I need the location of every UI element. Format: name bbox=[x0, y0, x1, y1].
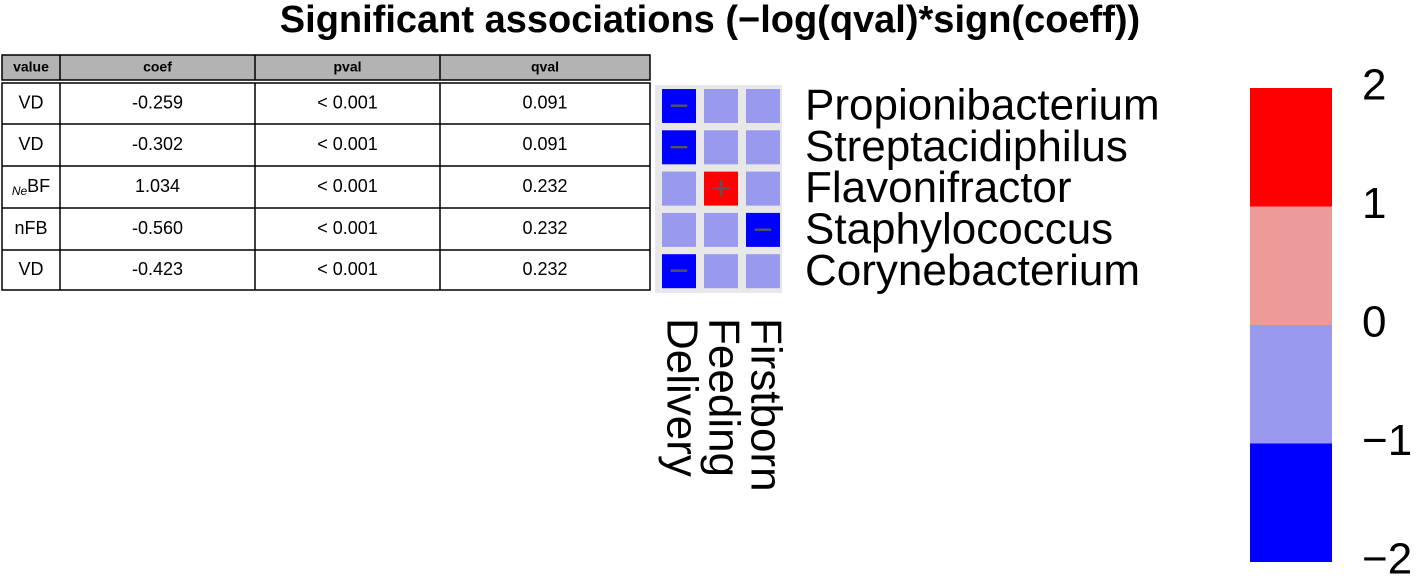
heatmap-cell bbox=[746, 130, 780, 165]
table-cell: -0.560 bbox=[132, 218, 183, 238]
table-cell: 0.232 bbox=[522, 259, 567, 279]
cell-sign: − bbox=[669, 252, 689, 290]
cell-sign: + bbox=[711, 170, 731, 208]
table-cell: VD bbox=[18, 92, 43, 112]
colorbar-tick-label: 0 bbox=[1362, 298, 1386, 347]
table-header: qval bbox=[531, 59, 559, 75]
heatmap-cell bbox=[704, 171, 738, 206]
colorbar-tick-label: −1 bbox=[1362, 416, 1412, 465]
table-cell: nFB bbox=[14, 218, 47, 238]
table-cell: NeBF bbox=[12, 176, 50, 198]
heatmap-cell bbox=[746, 254, 780, 289]
column-label: Feeding bbox=[699, 318, 748, 477]
heatmap-cell bbox=[704, 89, 738, 123]
row-label: Propionibacterium bbox=[805, 81, 1160, 130]
table-cell: < 0.001 bbox=[317, 134, 378, 154]
colorbar-tick-label: 2 bbox=[1362, 61, 1386, 110]
table-cell: -0.423 bbox=[132, 259, 183, 279]
cell-sign: − bbox=[669, 87, 689, 125]
heatmap-cell bbox=[746, 89, 780, 123]
colorbar-tick-label: 1 bbox=[1362, 179, 1386, 228]
table-header-bg bbox=[1, 54, 651, 81]
heatmap-cell bbox=[662, 254, 696, 289]
table-cell: < 0.001 bbox=[317, 218, 378, 238]
heatmap-cell bbox=[662, 89, 696, 123]
table-header: value bbox=[13, 59, 49, 75]
colorbar-bin bbox=[1250, 206, 1332, 325]
table-cell: 0.232 bbox=[522, 218, 567, 238]
heatmap-cell bbox=[662, 171, 696, 206]
cell-sign: − bbox=[753, 211, 773, 249]
table-cell: VD bbox=[18, 259, 43, 279]
heatmap-cell bbox=[704, 254, 738, 289]
row-label: Flavonifractor bbox=[805, 163, 1072, 212]
table-cell: VD bbox=[18, 134, 43, 154]
table-header: pval bbox=[333, 59, 361, 75]
cell-sign: − bbox=[669, 128, 689, 166]
subscript: Ne bbox=[12, 184, 28, 198]
table-cell: < 0.001 bbox=[317, 176, 378, 196]
heatmap-cell bbox=[704, 130, 738, 165]
heatmap-cell bbox=[662, 212, 696, 247]
table-cell: -0.302 bbox=[132, 134, 183, 154]
heatmap-cell bbox=[746, 171, 780, 206]
table-cell: -0.259 bbox=[132, 92, 183, 112]
table-body bbox=[1, 82, 651, 291]
column-label: Delivery bbox=[657, 318, 706, 477]
table-cell: 1.034 bbox=[135, 176, 180, 196]
table-cell: < 0.001 bbox=[317, 259, 378, 279]
colorbar-bin bbox=[1250, 325, 1332, 444]
heatmap-cell bbox=[746, 212, 780, 247]
row-label: Corynebacterium bbox=[805, 246, 1140, 295]
row-label: Streptacidiphilus bbox=[805, 122, 1128, 171]
table-cell: 0.091 bbox=[522, 92, 567, 112]
table-cell: 0.232 bbox=[522, 176, 567, 196]
cell-text: BF bbox=[27, 176, 50, 196]
table-header: coef bbox=[143, 59, 172, 75]
heatmap-cell bbox=[704, 212, 738, 247]
title: Significant associations (−log(qval)*sig… bbox=[280, 0, 1140, 41]
row-label: Staphylococcus bbox=[805, 205, 1113, 254]
column-label: Firstborn bbox=[741, 318, 790, 492]
heatmap-cell bbox=[662, 130, 696, 165]
colorbar-bin bbox=[1250, 88, 1332, 207]
table-cell: < 0.001 bbox=[317, 92, 378, 112]
table-cell: 0.091 bbox=[522, 134, 567, 154]
colorbar-tick-label: −2 bbox=[1362, 535, 1412, 580]
colorbar-bin bbox=[1250, 443, 1332, 562]
